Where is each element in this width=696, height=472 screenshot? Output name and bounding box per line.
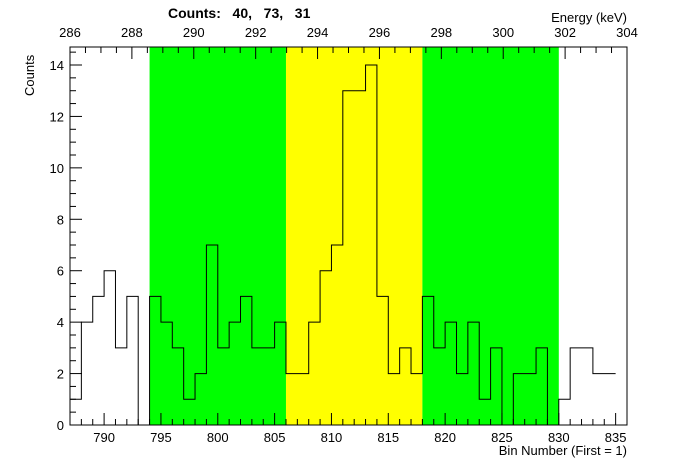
x-tick-label: 830 — [548, 430, 570, 445]
histogram-bin — [366, 65, 377, 425]
y-tick-label: 8 — [57, 212, 64, 227]
chart-title: Counts: 40, 73, 31 — [168, 5, 311, 21]
y-tick-label: 14 — [50, 58, 64, 73]
histogram-bin — [411, 374, 422, 425]
histogram-bin — [513, 374, 524, 425]
histogram-bin — [172, 348, 183, 425]
y-tick-label: 4 — [57, 315, 64, 330]
histogram-bin — [354, 91, 365, 425]
x-axis-label: Bin Number (First = 1) — [498, 443, 627, 458]
histogram-bin — [434, 348, 445, 425]
region-bands — [149, 47, 559, 425]
histogram-bin — [104, 271, 115, 425]
histogram-bin — [93, 296, 104, 425]
histogram-bin — [206, 245, 217, 425]
x2-tick-label: 296 — [369, 25, 391, 40]
histogram-line — [70, 64, 616, 426]
histogram-bin — [320, 271, 331, 425]
x-tick-label: 825 — [491, 430, 513, 445]
histogram-bin — [252, 348, 263, 425]
histogram-bin — [195, 374, 206, 425]
x-tick-label: 800 — [207, 430, 229, 445]
x2-tick-label: 286 — [59, 25, 81, 40]
histogram-bin — [115, 348, 126, 425]
histogram-bin — [604, 374, 615, 425]
x2-tick-label: 304 — [616, 25, 638, 40]
histogram-bin — [263, 348, 274, 425]
histogram-bin — [491, 348, 502, 425]
histogram-bin — [593, 374, 604, 425]
histogram-bin — [388, 374, 399, 425]
histogram-bin — [456, 374, 467, 425]
axes — [69, 46, 628, 426]
y-axis-label: Counts — [22, 54, 37, 96]
x2-tick-label: 292 — [245, 25, 267, 40]
histogram-bin — [536, 348, 547, 425]
x-tick-label: 805 — [264, 430, 286, 445]
histogram-bin — [161, 322, 172, 425]
histogram-bin — [184, 399, 195, 425]
region-background-left — [149, 47, 286, 425]
histogram-bin — [127, 296, 138, 425]
histogram-bin — [559, 399, 570, 425]
histogram-bin — [309, 322, 320, 425]
histogram-bin — [400, 348, 411, 425]
histogram-bin — [218, 348, 229, 425]
histogram-bin — [297, 374, 308, 425]
histogram-bin — [241, 296, 252, 425]
x-tick-label: 795 — [150, 430, 172, 445]
histogram-bin — [422, 296, 433, 425]
histogram-bin — [570, 348, 581, 425]
histogram-bin — [150, 296, 161, 425]
histogram-bin — [377, 296, 388, 425]
x-tick-label: 790 — [93, 430, 115, 445]
y-tick-label: 6 — [57, 264, 64, 279]
x-tick-label: 815 — [377, 430, 399, 445]
x-tick-label: 810 — [321, 430, 343, 445]
histogram-bin — [525, 374, 536, 425]
histogram-bin — [81, 322, 92, 425]
histogram-series — [70, 64, 616, 426]
histogram-bin — [343, 91, 354, 425]
x2-tick-label: 298 — [430, 25, 452, 40]
x2-tick-label: 302 — [554, 25, 576, 40]
y-tick-label: 0 — [57, 418, 64, 433]
x2-tick-label: 294 — [307, 25, 329, 40]
x2-tick-label: 300 — [492, 25, 514, 40]
histogram-bin — [582, 348, 593, 425]
histogram-bin — [479, 399, 490, 425]
histogram-bin — [445, 322, 456, 425]
histogram-bin — [286, 374, 297, 425]
histogram-bin — [468, 322, 479, 425]
histogram-bin — [275, 322, 286, 425]
histogram-bin — [229, 322, 240, 425]
x2-axis-label: Energy (keV) — [551, 10, 627, 25]
x2-tick-label: 288 — [121, 25, 143, 40]
x-tick-label: 835 — [605, 430, 627, 445]
y-tick-label: 12 — [50, 109, 64, 124]
y-tick-label: 2 — [57, 367, 64, 382]
x2-tick-label: 290 — [183, 25, 205, 40]
x-tick-label: 820 — [434, 430, 456, 445]
histogram-bin — [331, 245, 342, 425]
y-tick-label: 10 — [50, 161, 64, 176]
